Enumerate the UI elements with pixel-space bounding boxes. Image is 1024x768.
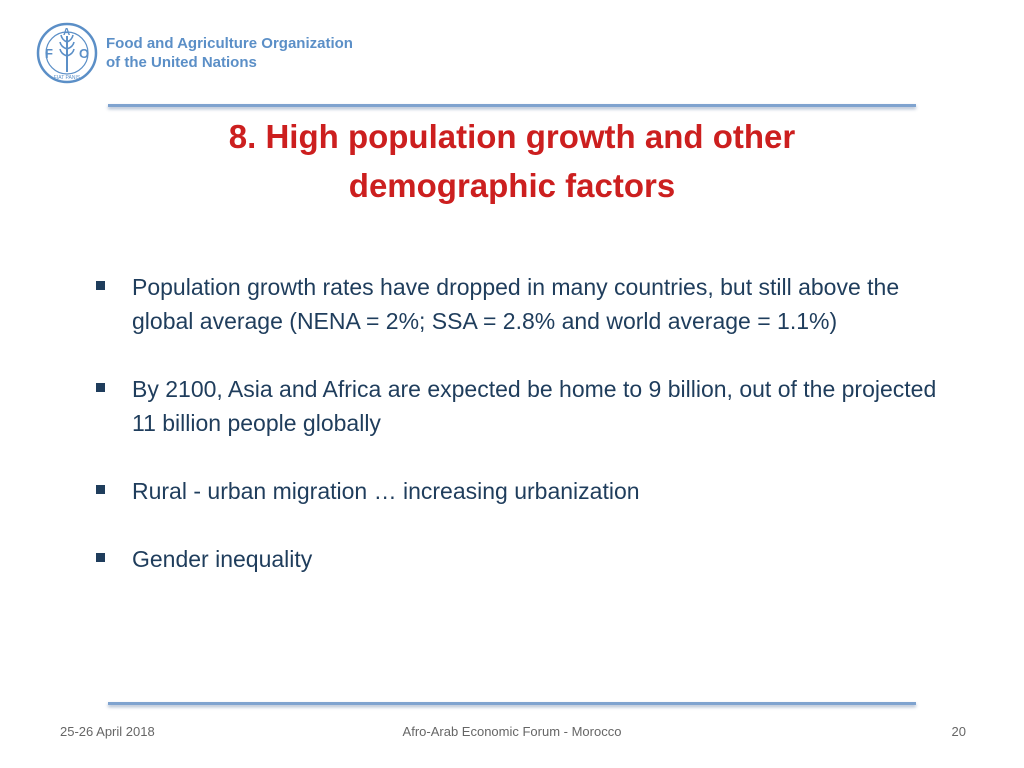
footer-event: Afro-Arab Economic Forum - Morocco (402, 724, 622, 739)
bullet-text: Gender inequality (132, 546, 313, 572)
bullet-list: Population growth rates have dropped in … (94, 270, 944, 576)
bullet-text: Rural - urban migration … increasing urb… (132, 478, 640, 504)
square-bullet-icon (96, 553, 105, 562)
bottom-divider (108, 702, 916, 705)
bullet-item: Rural - urban migration … increasing urb… (94, 474, 944, 508)
org-name: Food and Agriculture Organization of the… (106, 34, 353, 72)
slide-title-line2: demographic factors (348, 167, 676, 204)
bullet-item: Population growth rates have dropped in … (94, 270, 944, 338)
top-divider (108, 104, 916, 107)
slide-title: 8. High population growth and other demo… (108, 112, 916, 210)
footer-date: 25-26 April 2018 (60, 724, 155, 739)
org-name-line2: of the United Nations (106, 54, 257, 71)
page-number: 20 (951, 724, 966, 739)
emblem-motto: FIAT PANIS (54, 75, 81, 81)
square-bullet-icon (96, 485, 105, 494)
fao-emblem-icon: F A O FIAT PANIS (36, 22, 98, 84)
square-bullet-icon (96, 281, 105, 290)
bullet-item: Gender inequality (94, 542, 944, 576)
slide-title-line1: 8. High population growth and other (228, 118, 796, 155)
bullet-text: By 2100, Asia and Africa are expected be… (132, 376, 937, 436)
square-bullet-icon (96, 383, 105, 392)
emblem-letter-a: A (63, 27, 70, 38)
bullet-item: By 2100, Asia and Africa are expected be… (94, 372, 944, 440)
emblem-letter-o: O (79, 46, 89, 61)
fao-logo: F A O FIAT PANIS Food and Agriculture Or… (36, 22, 353, 84)
emblem-letter-f: F (45, 46, 53, 61)
org-name-line1: Food and Agriculture Organization (106, 35, 353, 52)
bullet-text: Population growth rates have dropped in … (132, 274, 900, 334)
